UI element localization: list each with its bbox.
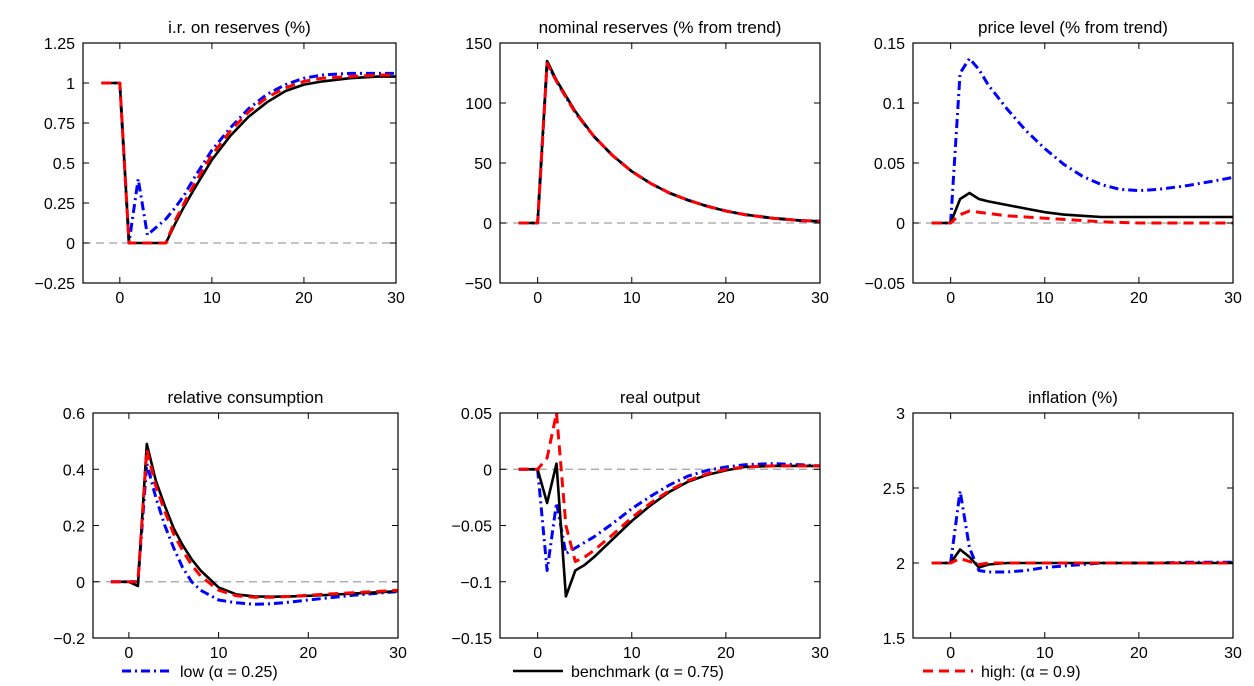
y-tick-label: 0 <box>483 462 492 479</box>
series-line-high <box>110 448 398 599</box>
y-tick-label: 0 <box>76 575 85 592</box>
x-tick-label: 20 <box>299 645 317 662</box>
series-line-high <box>931 557 1233 566</box>
y-tick-label: 50 <box>474 156 492 173</box>
y-tick-label: −0.05 <box>865 276 906 293</box>
x-tick-label: 10 <box>623 645 641 662</box>
x-tick-label: 20 <box>1130 290 1148 307</box>
legend-label-benchmark: benchmark (α = 0.75) <box>571 664 724 681</box>
y-tick-label: −50 <box>465 276 492 293</box>
x-tick-label: 10 <box>1036 290 1054 307</box>
x-tick-label: 30 <box>387 290 405 307</box>
y-tick-label: 2.5 <box>883 481 905 498</box>
axes-box <box>912 412 1234 639</box>
plot-area <box>500 413 820 638</box>
panel-title: nominal reserves (% from trend) <box>539 18 782 37</box>
y-tick-label: 0.05 <box>874 156 905 173</box>
y-tick-label: 0.1 <box>883 96 905 113</box>
y-tick-label: 0.2 <box>63 519 85 536</box>
panel-3: 0 10 20 30 −0.05 0 0.05 0.1 0.15 price level (% f… <box>865 18 1242 307</box>
x-tick-label: 10 <box>1036 645 1054 662</box>
plot-area <box>913 43 1233 283</box>
series-line-low <box>518 462 820 572</box>
y-tick-label: 0 <box>483 216 492 233</box>
plot-area <box>500 43 820 283</box>
x-tick-label: 0 <box>533 645 542 662</box>
y-tick-label: −0.2 <box>53 631 85 648</box>
y-tick-label: 100 <box>465 96 492 113</box>
x-tick-label: 0 <box>946 645 955 662</box>
series-line-benchmark <box>101 75 396 245</box>
x-tick-label: 10 <box>210 645 228 662</box>
y-tick-label: 1.25 <box>44 36 75 53</box>
x-tick-label: 20 <box>295 290 313 307</box>
y-tick-label: 0.25 <box>44 196 75 213</box>
x-tick-label: 30 <box>811 645 829 662</box>
y-tick-label: 0.6 <box>63 406 85 423</box>
plot-area <box>93 413 398 638</box>
x-tick-label: 20 <box>1130 645 1148 662</box>
x-tick-label: 0 <box>946 290 955 307</box>
x-tick-label: 30 <box>389 645 407 662</box>
legend-label-high: high: (α = 0.9) <box>981 664 1081 681</box>
series-line-benchmark <box>931 191 1233 225</box>
y-tick-label: −0.15 <box>452 631 493 648</box>
legend-label-low: low (α = 0.25) <box>180 664 278 681</box>
y-tick-label: 3 <box>896 406 905 423</box>
y-tick-label: 1 <box>66 76 75 93</box>
y-tick-label: 0 <box>896 216 905 233</box>
y-tick-label: 0 <box>66 236 75 253</box>
y-tick-label: 0.4 <box>63 462 85 479</box>
x-tick-label: 30 <box>811 290 829 307</box>
y-tick-label: −0.25 <box>35 276 76 293</box>
y-tick-label: 1.5 <box>883 631 905 648</box>
y-tick-label: −0.05 <box>452 519 493 536</box>
series-line-benchmark <box>518 462 820 598</box>
panel-2: 0 10 20 30 −50 0 50 100 150 nominal reserves (% f… <box>465 18 829 307</box>
x-tick-label: 0 <box>533 290 542 307</box>
y-tick-label: 0.15 <box>874 36 905 53</box>
x-tick-label: 20 <box>717 645 735 662</box>
y-tick-label: 2 <box>896 556 905 573</box>
panel-title: inflation (%) <box>1028 388 1118 407</box>
legend: low (α = 0.25) benchmark (α = 0.75) high: … <box>122 664 1081 681</box>
x-tick-label: 0 <box>115 290 124 307</box>
series-line-high <box>518 61 820 225</box>
series-line-low <box>101 71 396 245</box>
panel-5: 0 10 20 30 −0.15 −0.1 −0.05 0 0.05 real output <box>452 388 829 662</box>
plot-area <box>913 413 1233 638</box>
y-tick-label: 0.05 <box>461 406 492 423</box>
panel-title: relative consumption <box>168 388 324 407</box>
y-tick-label: 0.75 <box>44 116 75 133</box>
panel-6: 0 10 20 30 1.5 2 2.5 3 inflation (%) <box>883 388 1242 662</box>
series-line-low <box>931 489 1233 574</box>
y-tick-label: −0.1 <box>460 575 492 592</box>
y-tick-label: 0.5 <box>53 156 75 173</box>
y-tick-label: 150 <box>465 36 492 53</box>
x-tick-label: 0 <box>124 645 133 662</box>
panel-title: i.r. on reserves (%) <box>168 18 311 37</box>
x-tick-label: 30 <box>1224 645 1242 662</box>
panel-1: 0 10 20 30 −0.25 0 0.25 0.5 0.75 1 1.25 i.r. on res… <box>35 18 405 307</box>
panel-title: real output <box>620 388 701 407</box>
x-tick-label: 10 <box>203 290 221 307</box>
series-line-high <box>101 73 396 245</box>
x-tick-label: 10 <box>623 290 641 307</box>
panel-title: price level (% from trend) <box>978 18 1168 37</box>
series-line-high <box>931 209 1233 225</box>
x-tick-label: 30 <box>1224 290 1242 307</box>
panel-4: 0 10 20 30 −0.2 0 0.2 0.4 0.6 relative consumptio… <box>53 388 407 662</box>
x-tick-label: 20 <box>717 290 735 307</box>
